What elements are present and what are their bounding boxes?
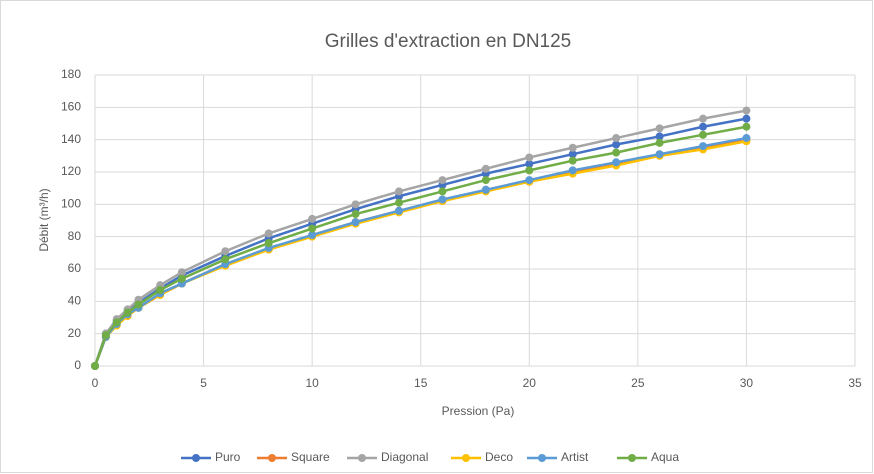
y-tick-label: 120 xyxy=(61,164,81,178)
data-point xyxy=(655,132,664,141)
y-tick-label: 160 xyxy=(61,100,81,114)
y-tick-label: 40 xyxy=(68,294,82,308)
data-point xyxy=(525,159,534,168)
legend-marker xyxy=(462,454,470,462)
legend-label: Aqua xyxy=(651,450,679,464)
x-tick-label: 10 xyxy=(305,376,319,390)
y-axis-label: Débit (m³/h) xyxy=(37,188,51,251)
data-point xyxy=(308,214,317,223)
data-point xyxy=(438,195,447,204)
data-point xyxy=(91,362,99,370)
legend-label: Deco xyxy=(485,450,513,464)
data-point xyxy=(655,150,664,159)
data-point xyxy=(156,286,165,295)
data-point xyxy=(351,218,360,227)
data-point xyxy=(568,166,577,175)
data-point xyxy=(699,122,707,131)
data-point xyxy=(177,274,186,283)
data-point xyxy=(655,124,664,133)
legend-label: Square xyxy=(291,450,330,464)
data-point xyxy=(742,106,751,115)
data-point xyxy=(525,176,534,185)
data-point xyxy=(264,239,273,248)
legend-marker xyxy=(628,454,636,462)
data-point xyxy=(568,150,577,159)
data-point xyxy=(481,164,490,173)
y-tick-label: 100 xyxy=(61,197,81,211)
data-point xyxy=(308,231,317,240)
x-tick-label: 5 xyxy=(200,376,207,390)
data-point xyxy=(612,140,621,149)
legend-marker xyxy=(192,454,200,462)
x-tick-label: 15 xyxy=(414,376,428,390)
data-point xyxy=(481,185,490,194)
legend-marker xyxy=(358,454,366,462)
data-point xyxy=(612,148,621,157)
data-point xyxy=(699,130,707,139)
legend-label: Artist xyxy=(561,450,589,464)
x-tick-label: 25 xyxy=(631,376,645,390)
data-point xyxy=(264,229,273,238)
data-point xyxy=(568,156,577,165)
data-point xyxy=(123,308,132,317)
legend-marker xyxy=(268,454,276,462)
data-point xyxy=(351,210,360,219)
data-point xyxy=(655,138,664,147)
x-tick-label: 0 xyxy=(92,376,99,390)
data-point xyxy=(134,300,143,309)
x-tick-label: 30 xyxy=(740,376,754,390)
data-point xyxy=(351,200,360,209)
data-point xyxy=(612,158,621,167)
data-point xyxy=(395,187,403,196)
y-tick-label: 0 xyxy=(74,358,81,372)
legend-marker xyxy=(538,454,546,462)
data-point xyxy=(221,255,230,264)
data-point xyxy=(525,153,534,162)
x-axis-label: Pression (Pa) xyxy=(442,404,515,418)
x-tick-label: 35 xyxy=(848,376,862,390)
data-point xyxy=(568,143,577,152)
data-point xyxy=(742,134,751,143)
data-point xyxy=(742,114,751,123)
data-point xyxy=(101,331,110,340)
y-tick-label: 180 xyxy=(61,67,81,81)
data-point xyxy=(177,268,186,277)
y-tick-label: 80 xyxy=(68,229,82,243)
data-point xyxy=(481,176,490,185)
legend-label: Diagonal xyxy=(381,450,428,464)
data-point xyxy=(395,206,403,215)
data-point xyxy=(742,122,751,131)
y-tick-label: 20 xyxy=(68,326,82,340)
legend-label: Puro xyxy=(215,450,241,464)
data-point xyxy=(699,114,707,123)
data-point xyxy=(395,198,403,207)
data-point xyxy=(699,142,707,151)
data-point xyxy=(612,134,621,143)
y-tick-label: 60 xyxy=(68,261,82,275)
x-tick-label: 20 xyxy=(523,376,537,390)
data-point xyxy=(438,187,447,196)
data-point xyxy=(221,247,230,256)
chart-title: Grilles d'extraction en DN125 xyxy=(325,31,572,52)
data-point xyxy=(525,166,534,175)
data-point xyxy=(308,224,317,233)
y-tick-label: 140 xyxy=(61,132,81,146)
data-point xyxy=(112,318,121,327)
data-point xyxy=(438,176,447,185)
